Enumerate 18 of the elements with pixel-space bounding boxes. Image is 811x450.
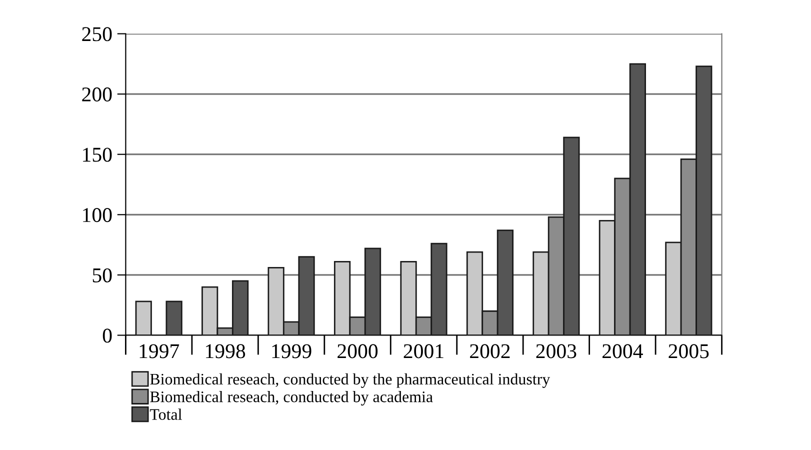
x-tick-label: 2005 (668, 344, 709, 358)
y-tick-label: 50 (92, 268, 112, 282)
x-tick-label: 2001 (404, 344, 444, 358)
y-tick-label: 0 (102, 328, 112, 343)
legend-label: Biomedical reseach, conducted by academia (150, 390, 433, 406)
x-tick-label: 2002 (470, 344, 510, 358)
x-tick-label: 2004 (602, 344, 643, 358)
legend-label: Biomedical reseach, conducted by the pharmaceutical industry (150, 373, 550, 388)
y-tick-label: 100 (83, 208, 112, 222)
x-tick-label: 2003 (536, 344, 576, 358)
y-tick-label: 150 (83, 148, 112, 162)
x-tick-label: 1999 (272, 344, 312, 358)
y-tick-label: 200 (82, 87, 112, 102)
x-tick-label: 1997 (140, 344, 180, 358)
legend-label: Total (150, 408, 182, 420)
y-tick-label: 250 (82, 27, 112, 42)
x-tick-label: 1998 (206, 344, 246, 358)
x-tick-label: 2000 (338, 344, 378, 358)
